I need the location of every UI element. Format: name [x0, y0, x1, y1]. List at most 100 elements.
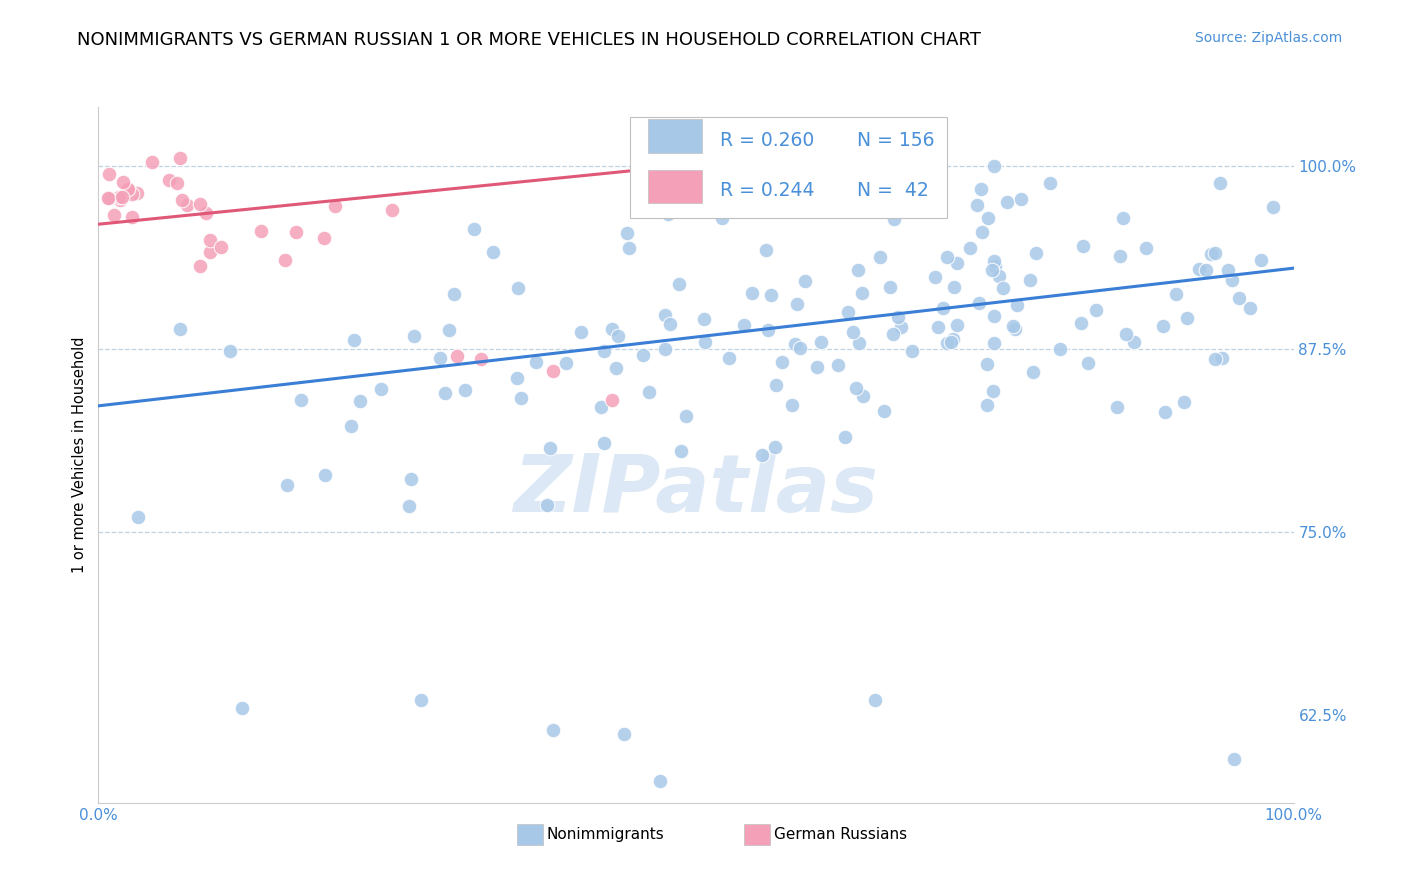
Text: R = 0.244: R = 0.244: [720, 181, 814, 200]
Point: [112, 175, 135, 189]
Point: [995, 195, 1018, 210]
FancyBboxPatch shape: [630, 118, 948, 219]
Point: [209, 239, 232, 253]
Point: [470, 351, 492, 366]
Point: [872, 403, 894, 417]
Text: Nonimmigrants: Nonimmigrants: [547, 827, 664, 842]
Point: [939, 334, 962, 349]
FancyBboxPatch shape: [648, 120, 702, 153]
Point: [794, 274, 817, 288]
Point: [756, 322, 779, 336]
Point: [115, 182, 138, 196]
Point: [837, 305, 859, 319]
Point: [675, 409, 697, 423]
Point: [325, 199, 347, 213]
Point: [924, 270, 946, 285]
Point: [1070, 316, 1092, 330]
Point: [1007, 298, 1029, 312]
Point: [98, 167, 121, 181]
Point: [188, 259, 211, 273]
Point: [1173, 394, 1195, 409]
Point: [783, 337, 806, 351]
Point: [883, 212, 905, 227]
Point: [932, 301, 955, 315]
Point: [1152, 318, 1174, 333]
Point: [1135, 241, 1157, 255]
Point: [340, 418, 363, 433]
Point: [943, 280, 966, 294]
Point: [1077, 356, 1099, 370]
Point: [605, 361, 627, 376]
Point: [429, 351, 451, 366]
Point: [176, 197, 198, 211]
Point: [443, 287, 465, 301]
Point: [1211, 351, 1233, 365]
Point: [170, 193, 193, 207]
Point: [108, 189, 131, 203]
Point: [218, 344, 240, 359]
Point: [983, 336, 1005, 351]
Point: [741, 286, 763, 301]
Point: [349, 394, 371, 409]
Point: [290, 392, 312, 407]
Point: [786, 296, 808, 310]
Point: [887, 310, 910, 325]
Point: [592, 343, 614, 358]
Text: Source: ZipAtlas.com: Source: ZipAtlas.com: [1195, 31, 1343, 45]
Point: [157, 173, 180, 187]
Point: [1105, 400, 1128, 414]
Point: [541, 723, 564, 737]
Point: [946, 256, 969, 270]
Point: [1261, 200, 1284, 214]
Point: [506, 281, 529, 295]
Point: [141, 155, 163, 169]
Point: [1220, 273, 1243, 287]
Point: [966, 198, 988, 212]
Point: [1004, 321, 1026, 335]
Point: [571, 326, 593, 340]
Point: [1154, 404, 1177, 418]
Point: [1071, 239, 1094, 253]
Point: [936, 336, 959, 351]
Point: [852, 389, 875, 403]
Point: [463, 221, 485, 235]
Point: [118, 184, 141, 198]
Point: [536, 498, 558, 512]
Point: [1111, 211, 1133, 226]
Point: [194, 206, 217, 220]
Point: [276, 477, 298, 491]
Point: [434, 386, 457, 401]
Point: [343, 333, 366, 347]
Text: German Russians: German Russians: [773, 827, 907, 842]
Point: [169, 152, 191, 166]
Point: [693, 312, 716, 326]
Point: [538, 442, 561, 456]
Point: [693, 335, 716, 350]
Text: N = 156: N = 156: [858, 130, 935, 150]
Point: [977, 211, 1000, 225]
Point: [711, 211, 734, 225]
Point: [865, 693, 887, 707]
Point: [718, 351, 741, 366]
Point: [169, 322, 191, 336]
Point: [506, 371, 529, 385]
Point: [935, 250, 957, 264]
Point: [1195, 262, 1218, 277]
Point: [1199, 247, 1222, 261]
Point: [1025, 246, 1047, 260]
Point: [1123, 335, 1146, 350]
Point: [879, 280, 901, 294]
Point: [127, 510, 149, 524]
Point: [1010, 192, 1032, 206]
Point: [668, 277, 690, 291]
Point: [648, 773, 672, 788]
Point: [970, 182, 993, 196]
Point: [1227, 291, 1250, 305]
Point: [125, 186, 148, 200]
Point: [1039, 176, 1062, 190]
Point: [111, 190, 134, 204]
Point: [312, 231, 335, 245]
Point: [411, 693, 433, 707]
Point: [1166, 287, 1188, 301]
Point: [993, 281, 1015, 295]
